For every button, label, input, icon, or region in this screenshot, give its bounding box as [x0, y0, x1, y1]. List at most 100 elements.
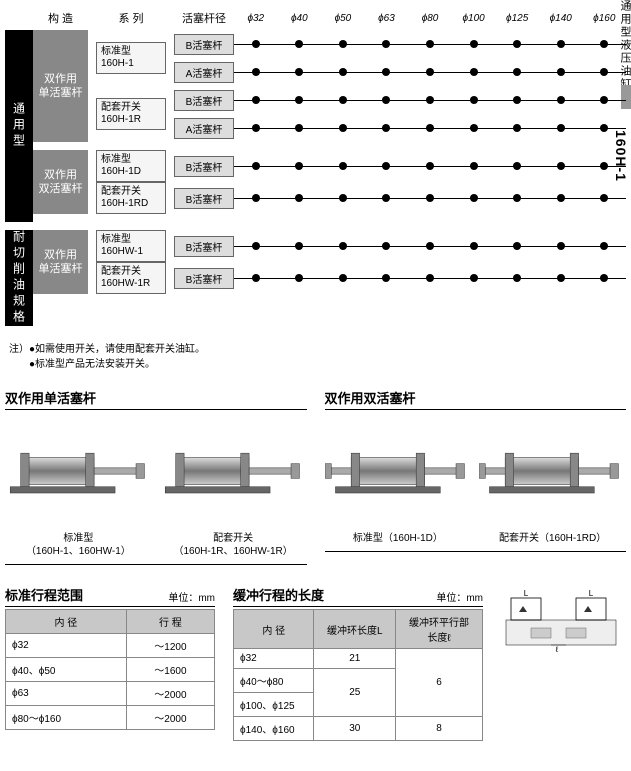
dot-row: [234, 121, 626, 135]
stroke-unit: 单位：mm: [168, 589, 215, 606]
bore-dot: [513, 124, 521, 132]
bore-dot: [513, 96, 521, 104]
table-cell: ～1600: [126, 658, 214, 682]
bore-header-cell: ϕ32: [234, 13, 278, 24]
diagram-l: ℓ: [555, 645, 559, 654]
table-cell: ～2000: [126, 706, 214, 730]
bore-dot: [295, 96, 303, 104]
bore-dot: [600, 96, 608, 104]
product-group: 双作用单活塞杆 标准型（160H-1、160HW-1） 配套开关（160H-1R…: [5, 388, 307, 565]
series-box: 配套开关160H-1R: [96, 98, 166, 130]
table-cell: ϕ80～ϕ160: [6, 706, 127, 730]
dot-row: [234, 65, 626, 79]
table-cell: ϕ40～ϕ80: [234, 669, 314, 693]
diagram-L2: L: [589, 590, 594, 598]
bore-dot: [470, 68, 478, 76]
table-cell: 25: [314, 669, 396, 717]
cushion-table-block: 缓冲行程的长度 单位：mm 内 径缓冲环长度L缓冲环平行部长度ℓ ϕ32216 …: [233, 585, 483, 741]
rod-box: A活塞杆: [174, 118, 234, 139]
cylinder-image: [5, 416, 152, 526]
product-group-title: 双作用单活塞杆: [5, 388, 307, 410]
bore-dot: [382, 124, 390, 132]
stroke-table-block: 标准行程范围 单位：mm 内 径行 程ϕ32～1200ϕ40、ϕ50～1600ϕ…: [5, 585, 215, 730]
category-vbar: 通用型: [5, 30, 33, 222]
bore-dot: [470, 124, 478, 132]
rod-box: B活塞杆: [174, 188, 234, 209]
product-item: 标准型（160H-1、160HW-1）: [5, 416, 152, 558]
bore-dot: [252, 162, 260, 170]
table-header: 内 径: [234, 610, 314, 649]
bore-dot: [470, 274, 478, 282]
bore-dot: [600, 162, 608, 170]
table-cell: ϕ32: [234, 649, 314, 669]
table-cell: 8: [396, 717, 483, 741]
bore-dot: [513, 242, 521, 250]
dot-row: [234, 271, 626, 285]
bore-dot: [600, 124, 608, 132]
bore-dot: [600, 274, 608, 282]
product-group-title: 双作用双活塞杆: [325, 388, 627, 410]
bore-dot: [557, 162, 565, 170]
bore-dot: [339, 96, 347, 104]
table-cell: ϕ63: [6, 682, 127, 706]
bore-dot: [557, 274, 565, 282]
dot-row: [234, 239, 626, 253]
hdr-series: 系 列: [96, 10, 166, 26]
tree-header: 构 造 系 列 活塞杆径 ϕ32ϕ40ϕ50ϕ63ϕ80ϕ100ϕ125ϕ140…: [5, 10, 626, 26]
cylinder-image: [479, 416, 626, 526]
product-section: 双作用单活塞杆 标准型（160H-1、160HW-1） 配套开关（160H-1R…: [5, 388, 626, 565]
series-box: 配套开关160HW-1R: [96, 262, 166, 294]
bore-dot: [426, 242, 434, 250]
bore-header-cell: ϕ125: [495, 13, 539, 24]
bore-dot: [295, 40, 303, 48]
action-type-box: 双作用双活塞杆: [33, 150, 88, 214]
bore-dot: [295, 68, 303, 76]
bore-dot: [557, 68, 565, 76]
category-vbar: 耐切削油规格: [5, 230, 33, 326]
bore-dot: [557, 40, 565, 48]
bore-dot: [295, 124, 303, 132]
bore-header-cell: ϕ63: [365, 13, 409, 24]
table-cell: ϕ32: [6, 634, 127, 658]
table-cell: ϕ100、ϕ125: [234, 693, 314, 717]
bore-dot: [339, 40, 347, 48]
bore-dot: [382, 242, 390, 250]
bore-header-cell: ϕ50: [321, 13, 365, 24]
product-item: 配套开关（160H-1RD）: [479, 416, 626, 545]
cushion-title: 缓冲行程的长度: [233, 585, 324, 606]
bore-dot: [382, 194, 390, 202]
series-box: 配套开关160H-1RD: [96, 182, 166, 214]
diagram-L1: L: [524, 590, 529, 598]
bore-dot: [339, 274, 347, 282]
bore-dot: [252, 124, 260, 132]
bore-dot: [295, 274, 303, 282]
bore-dot: [600, 194, 608, 202]
bore-dot: [470, 194, 478, 202]
bore-dot: [339, 162, 347, 170]
table-header: 缓冲环平行部长度ℓ: [396, 610, 483, 649]
bore-dot: [426, 40, 434, 48]
bore-dot: [252, 242, 260, 250]
action-type-box: 双作用单活塞杆: [33, 30, 88, 142]
dot-row: [234, 191, 626, 205]
series-box: 标准型160HW-1: [96, 230, 166, 262]
bore-dot: [600, 242, 608, 250]
rod-box: B活塞杆: [174, 34, 234, 55]
rod-box: B活塞杆: [174, 156, 234, 177]
product-item: 配套开关（160H-1R、160HW-1R）: [160, 416, 307, 558]
bore-header-cell: ϕ140: [539, 13, 583, 24]
bore-dot: [557, 124, 565, 132]
table-cell: ～1200: [126, 634, 214, 658]
bore-dot: [339, 242, 347, 250]
bore-dot: [426, 68, 434, 76]
bore-dot: [339, 68, 347, 76]
bore-dot: [600, 68, 608, 76]
bore-dot: [513, 274, 521, 282]
series-box: 标准型160H-1: [96, 42, 166, 74]
stroke-table: 内 径行 程ϕ32～1200ϕ40、ϕ50～1600ϕ63～2000ϕ80～ϕ1…: [5, 609, 215, 730]
bore-dot: [382, 162, 390, 170]
table-cell: 21: [314, 649, 396, 669]
hdr-construction: 构 造: [33, 10, 88, 26]
table-cell: 6: [396, 649, 483, 717]
table-cell: ϕ140、ϕ160: [234, 717, 314, 741]
